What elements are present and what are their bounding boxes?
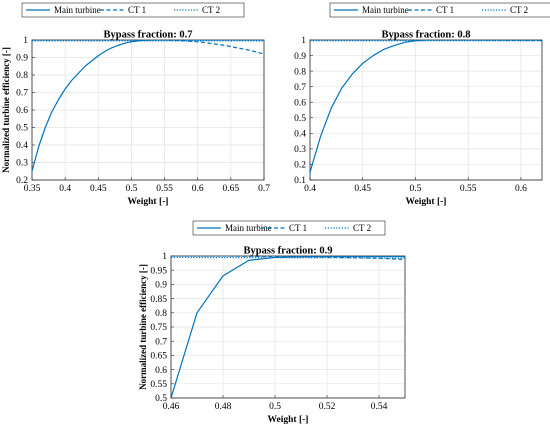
y-tick-label-3-7: 0.85 [150, 295, 167, 305]
legend-label-main-turbine-3: Main turbine [225, 223, 272, 233]
x-tick-label-1-3: 0.5 [125, 184, 137, 194]
x-tick-label-1-0: 0.35 [24, 184, 41, 194]
y-tick-label-3-3: 0.65 [150, 352, 167, 362]
series-line-main-turbine-1 [32, 40, 264, 172]
y-axis-label-3: Normalized turbine efficiency [-] [138, 264, 148, 390]
legend-label-ct-2-1: CT 2 [202, 5, 220, 15]
y-axis-label-1: Normalized turbine efficiency [-] [1, 47, 11, 173]
chart-title-2: Bypass fraction: 0.8 [382, 30, 471, 41]
y-tick-label-2-6: 0.7 [294, 83, 306, 93]
y-tick-label-3-4: 0.7 [155, 337, 167, 347]
chart-panel-2: 0.4 0.45 0.5 0.55 0.6 0.1 0.2 0.3 0.4 0.5 0.6 0.7 0.… [275, 0, 550, 212]
y-tick-label-2-7: 0.8 [294, 67, 306, 77]
x-tick-label-2-1: 0.45 [354, 184, 371, 194]
y-tick-label-2-3: 0.4 [294, 130, 306, 140]
legend-box-3 [192, 220, 386, 236]
y-tick-label-1-0: 0.2 [16, 176, 28, 186]
x-tick-label-3-2: 0.5 [269, 402, 281, 412]
y-tick-label-3-8: 0.9 [155, 281, 167, 291]
y-tick-label-1-6: 0.8 [16, 71, 28, 81]
y-tick-label-2-9: 1 [301, 36, 306, 46]
chart-panel-3: 0.46 0.48 0.5 0.52 0.54 0.5 0.55 0.6 0.65 0.7 0.75… [137, 216, 413, 428]
legend-label-ct-1-1: CT 1 [128, 5, 146, 15]
series-line-main-turbine-2 [310, 40, 542, 173]
chart-svg-2: 0.4 0.45 0.5 0.55 0.6 0.1 0.2 0.3 0.4 0.5 0.6 0.7 0.… [294, 2, 550, 207]
series-line-ct-2-3 [171, 256, 405, 259]
chart-svg-3: 0.46 0.48 0.5 0.52 0.54 0.5 0.55 0.6 0.65 0.7 0.75… [138, 220, 406, 425]
legend-label-ct-2-2: CT 2 [510, 5, 528, 15]
y-tick-label-1-8: 1 [23, 36, 28, 46]
y-tick-label-1-2: 0.4 [16, 141, 28, 151]
x-tick-label-3-3: 0.52 [319, 402, 336, 412]
x-tick-label-1-1: 0.4 [59, 184, 71, 194]
y-tick-label-1-7: 0.9 [16, 54, 28, 64]
y-tick-label-3-9: 0.95 [150, 266, 167, 276]
y-tick-label-3-10: 1 [162, 252, 167, 262]
x-tick-label-3-1: 0.48 [215, 402, 232, 412]
y-tick-label-3-2: 0.6 [155, 366, 167, 376]
legend-label-main-turbine-1: Main turbine [54, 5, 101, 15]
x-axis-label-2: Weight [-] [406, 197, 447, 207]
x-tick-label-2-4: 0.6 [515, 184, 527, 194]
legend-2: Main turbine CT 1 CT 2 [329, 2, 550, 18]
y-tick-label-1-1: 0.3 [16, 159, 28, 169]
chart-panel-1: 0.35 0.4 0.45 0.5 0.55 0.6 0.65 0.7 0.2 0.3 0.4 0.5… [0, 0, 275, 212]
y-tick-label-2-4: 0.5 [294, 114, 306, 124]
legend-3: Main turbine CT 1 CT 2 [192, 220, 386, 236]
legend-label-main-turbine-2: Main turbine [362, 5, 409, 15]
y-tick-label-3-5: 0.75 [150, 323, 167, 333]
x-tick-label-3-0: 0.46 [163, 402, 180, 412]
y-tick-label-1-5: 0.7 [16, 89, 28, 99]
y-tick-label-2-2: 0.3 [294, 145, 306, 155]
x-axis-label-1: Weight [-] [128, 197, 169, 207]
legend-label-ct-2-3: CT 2 [353, 223, 371, 233]
x-tick-label-1-7: 0.7 [258, 184, 270, 194]
y-tick-label-2-5: 0.6 [294, 98, 306, 108]
x-tick-label-2-2: 0.5 [410, 184, 422, 194]
y-tick-label-3-1: 0.55 [150, 380, 167, 390]
x-tick-label-3-4: 0.54 [371, 402, 388, 412]
chart-title-3: Bypass fraction: 0.9 [244, 246, 333, 257]
chart-svg-1: 0.35 0.4 0.45 0.5 0.55 0.6 0.65 0.7 0.2 0.3 0.4 0.5… [1, 2, 270, 207]
series-line-ct-1-3 [171, 256, 405, 261]
legend-box-2 [329, 2, 550, 18]
y-tick-label-2-8: 0.9 [294, 52, 306, 62]
legend-box-1 [21, 2, 245, 18]
x-tick-label-1-4: 0.55 [156, 184, 173, 194]
legend-label-ct-1-2: CT 1 [436, 5, 454, 15]
plot-area-2 [309, 39, 543, 181]
x-tick-label-1-6: 0.65 [223, 184, 240, 194]
chart-title-1: Bypass fraction: 0.7 [104, 30, 193, 41]
y-tick-label-1-4: 0.6 [16, 106, 28, 116]
legend-label-ct-1-3: CT 1 [289, 223, 307, 233]
x-tick-label-1-5: 0.6 [192, 184, 204, 194]
legend-1: Main turbine CT 1 CT 2 [21, 2, 245, 18]
y-tick-label-2-0: 0.1 [294, 176, 306, 186]
series-line-ct-1-1 [32, 40, 264, 55]
y-tick-label-1-3: 0.5 [16, 124, 28, 134]
x-axis-label-3: Weight [-] [268, 415, 309, 425]
x-tick-label-1-2: 0.45 [90, 184, 107, 194]
x-tick-label-2-0: 0.4 [304, 184, 316, 194]
y-tick-label-3-0: 0.5 [155, 394, 167, 404]
y-tick-label-3-6: 0.8 [155, 309, 167, 319]
y-tick-label-2-1: 0.2 [294, 161, 306, 171]
x-tick-label-2-3: 0.55 [460, 184, 477, 194]
